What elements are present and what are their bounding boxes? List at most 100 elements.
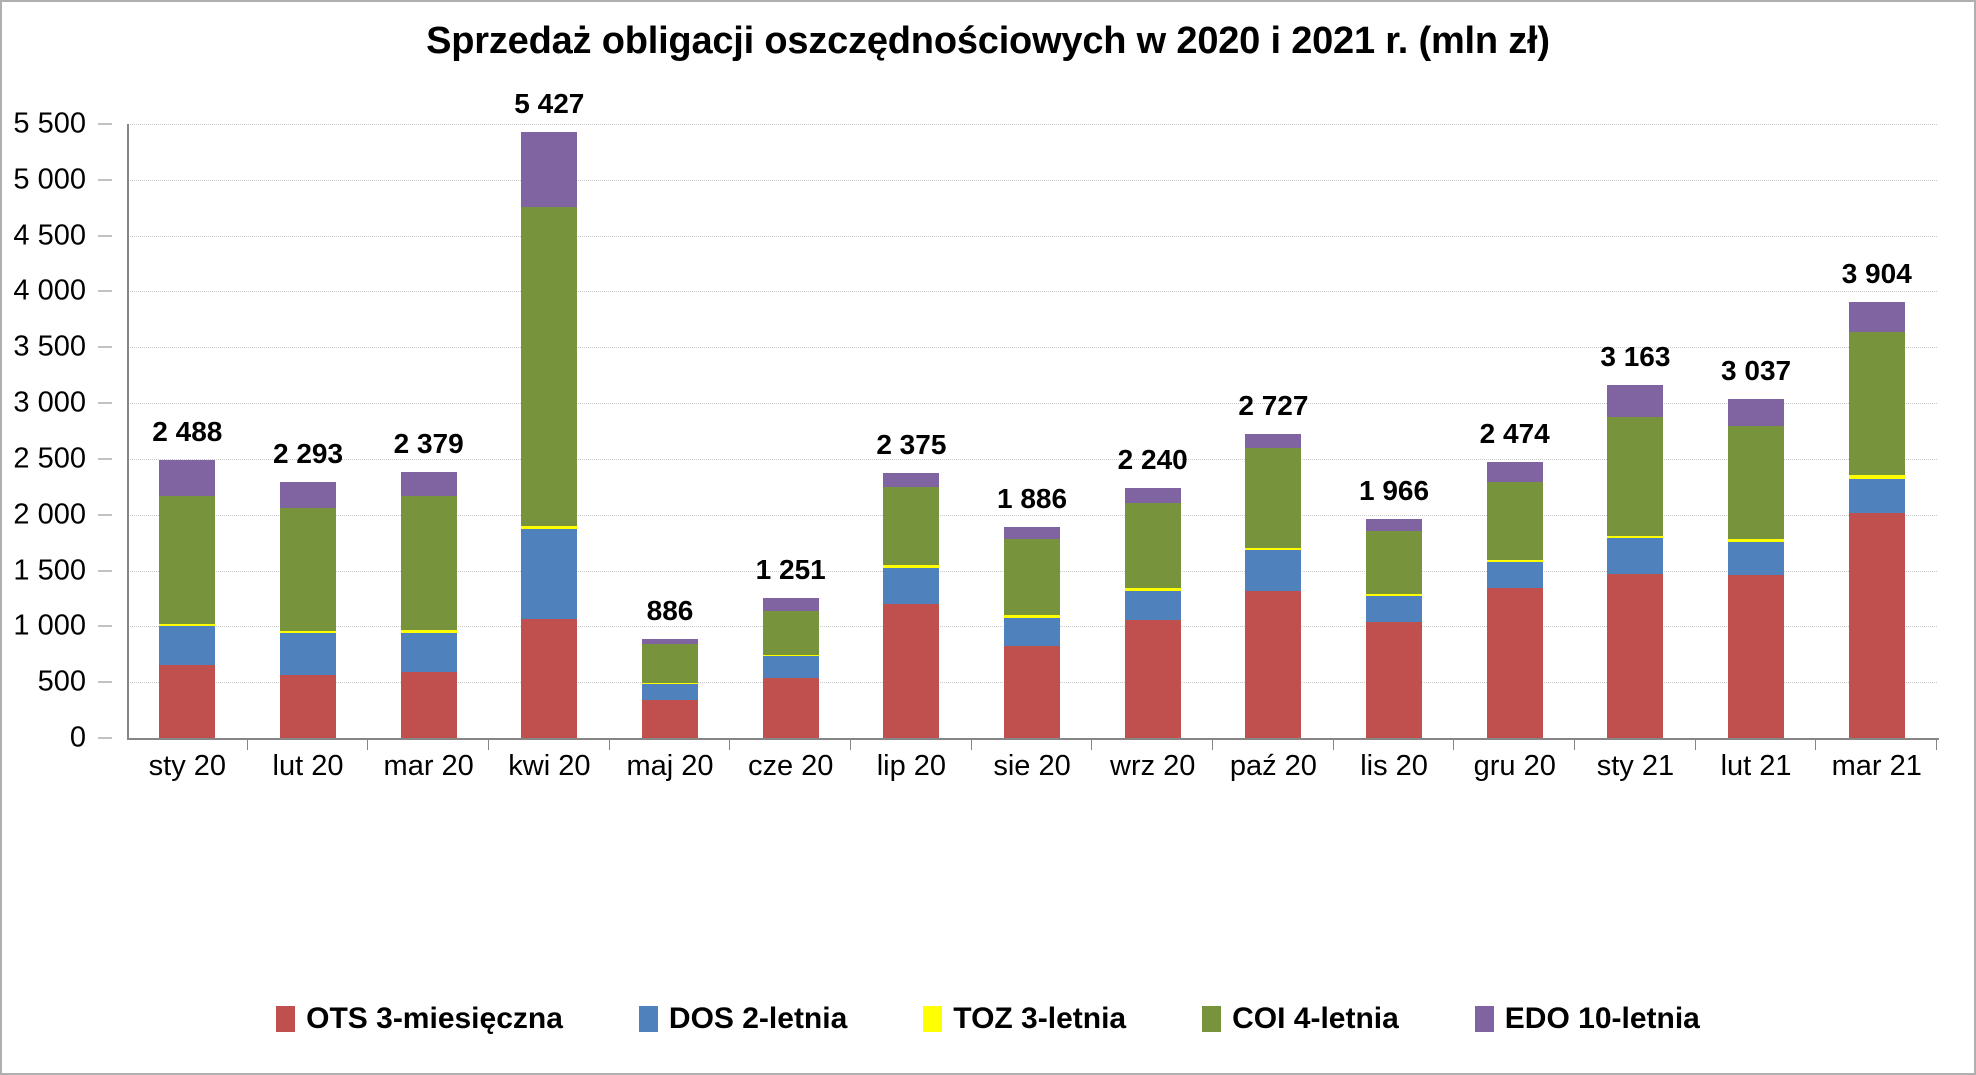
bar-segment[interactable]: [1245, 590, 1302, 738]
bar-stack[interactable]: [400, 472, 457, 738]
bar-segment[interactable]: [883, 565, 940, 568]
bar-segment[interactable]: [1366, 596, 1423, 623]
bar-segment[interactable]: [1607, 573, 1664, 738]
bar-group[interactable]: 886: [610, 124, 731, 738]
bar-segment[interactable]: [280, 674, 336, 738]
bar-segment[interactable]: [1124, 591, 1181, 621]
bar-segment[interactable]: [1124, 502, 1181, 589]
bar-group[interactable]: 2 375: [851, 124, 972, 738]
bar-segment[interactable]: [883, 604, 940, 738]
bar-segment[interactable]: [1728, 575, 1785, 738]
bar-segment[interactable]: [883, 472, 940, 487]
bar-segment[interactable]: [883, 567, 940, 605]
bar-group[interactable]: 3 163: [1575, 124, 1696, 738]
bar-segment[interactable]: [521, 132, 578, 207]
bar-segment[interactable]: [1848, 475, 1905, 479]
bar-segment[interactable]: [1848, 302, 1905, 332]
bar-segment[interactable]: [642, 682, 699, 684]
bar-segment[interactable]: [1004, 617, 1061, 647]
bar-segment[interactable]: [762, 598, 819, 611]
bar-stack[interactable]: [1848, 302, 1905, 738]
legend-item[interactable]: EDO 10-letnia: [1474, 1002, 1700, 1036]
bar-stack[interactable]: [159, 460, 216, 738]
bar-stack[interactable]: [1245, 433, 1302, 738]
bar-segment[interactable]: [642, 700, 699, 738]
legend-item[interactable]: DOS 2-letnia: [638, 1002, 847, 1036]
bar-stack[interactable]: [883, 472, 940, 738]
legend-item[interactable]: OTS 3-miesięczna: [276, 1002, 563, 1036]
bar-segment[interactable]: [400, 632, 457, 672]
bar-segment[interactable]: [762, 610, 819, 655]
bar-stack[interactable]: [521, 132, 578, 738]
bar-stack[interactable]: [1607, 384, 1664, 738]
bar-stack[interactable]: [762, 598, 819, 738]
bar-group[interactable]: 3 904: [1816, 124, 1937, 738]
bar-group[interactable]: 1 251: [730, 124, 851, 738]
bar-segment[interactable]: [280, 630, 336, 634]
bar-segment[interactable]: [1004, 539, 1061, 615]
bar-group[interactable]: 1 886: [972, 124, 1093, 738]
bar-segment[interactable]: [1245, 448, 1302, 548]
bar-stack[interactable]: [1728, 399, 1785, 738]
bar-stack[interactable]: [1124, 487, 1181, 738]
bar-segment[interactable]: [883, 486, 940, 566]
bar-segment[interactable]: [1848, 478, 1905, 514]
bar-segment[interactable]: [1366, 622, 1423, 738]
bar-stack[interactable]: [642, 639, 699, 738]
bar-segment[interactable]: [159, 495, 216, 624]
bar-segment[interactable]: [1607, 535, 1664, 539]
bar-segment[interactable]: [1004, 646, 1061, 738]
bar-segment[interactable]: [280, 482, 336, 508]
bar-segment[interactable]: [1124, 487, 1181, 503]
bar-segment[interactable]: [521, 618, 578, 738]
bar-segment[interactable]: [1486, 461, 1543, 483]
bar-segment[interactable]: [159, 664, 216, 738]
bar-segment[interactable]: [159, 626, 216, 665]
bar-segment[interactable]: [400, 472, 457, 496]
bar-segment[interactable]: [1245, 547, 1302, 551]
bar-stack[interactable]: [1486, 461, 1543, 738]
legend-item[interactable]: COI 4-letnia: [1202, 1002, 1399, 1036]
bar-segment[interactable]: [1366, 593, 1423, 597]
bar-segment[interactable]: [1004, 527, 1061, 540]
bar-segment[interactable]: [1486, 587, 1543, 738]
bar-stack[interactable]: [280, 482, 336, 738]
bar-group[interactable]: 2 488: [127, 124, 248, 738]
bar-stack[interactable]: [1004, 527, 1061, 738]
legend-item[interactable]: TOZ 3-letnia: [923, 1002, 1126, 1036]
bar-group[interactable]: 2 240: [1092, 124, 1213, 738]
bar-segment[interactable]: [1607, 538, 1664, 574]
bar-group[interactable]: 2 727: [1213, 124, 1334, 738]
bar-group[interactable]: 2 474: [1454, 124, 1575, 738]
bar-segment[interactable]: [280, 507, 336, 631]
bar-segment[interactable]: [1728, 426, 1785, 540]
bar-segment[interactable]: [762, 654, 819, 657]
bar-segment[interactable]: [521, 206, 578, 527]
bar-stack[interactable]: [1366, 518, 1423, 738]
bar-segment[interactable]: [1607, 384, 1664, 417]
bar-segment[interactable]: [642, 639, 699, 645]
bar-group[interactable]: 2 293: [248, 124, 369, 738]
bar-segment[interactable]: [1486, 482, 1543, 560]
bar-segment[interactable]: [642, 644, 699, 683]
bar-segment[interactable]: [1245, 433, 1302, 449]
bar-segment[interactable]: [400, 630, 457, 633]
bar-segment[interactable]: [762, 656, 819, 679]
bar-segment[interactable]: [1486, 559, 1543, 563]
bar-segment[interactable]: [1728, 542, 1785, 576]
bar-segment[interactable]: [642, 683, 699, 701]
bar-segment[interactable]: [400, 495, 457, 631]
bar-segment[interactable]: [1486, 562, 1543, 588]
bar-segment[interactable]: [1004, 615, 1061, 618]
bar-group[interactable]: 2 379: [368, 124, 489, 738]
bar-segment[interactable]: [1607, 416, 1664, 536]
bar-segment[interactable]: [762, 678, 819, 738]
bar-segment[interactable]: [1848, 513, 1905, 738]
bar-segment[interactable]: [1728, 399, 1785, 427]
bar-segment[interactable]: [1124, 588, 1181, 592]
bar-segment[interactable]: [1366, 518, 1423, 531]
bar-segment[interactable]: [1728, 539, 1785, 543]
bar-segment[interactable]: [400, 671, 457, 738]
bar-segment[interactable]: [159, 623, 216, 627]
bar-segment[interactable]: [1366, 530, 1423, 594]
